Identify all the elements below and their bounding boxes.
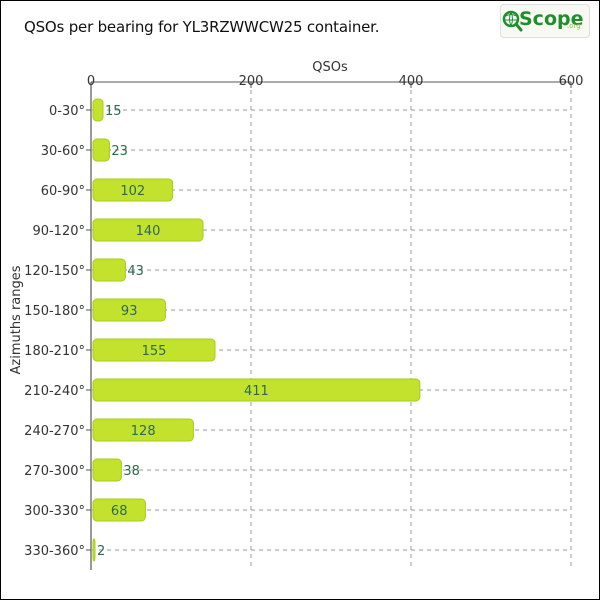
category-label: 90-120° bbox=[32, 224, 85, 239]
category-label: 270-300° bbox=[24, 464, 85, 479]
data-label: 93 bbox=[121, 304, 138, 319]
bar bbox=[92, 98, 104, 122]
category-label: 180-210° bbox=[24, 344, 85, 359]
data-label: 128 bbox=[131, 424, 156, 439]
data-label: 411 bbox=[244, 384, 269, 399]
y-axis-title: Azimuths ranges bbox=[9, 265, 24, 374]
qscope-logo: Scope .org bbox=[500, 4, 590, 38]
logo-text: Scope bbox=[519, 8, 584, 30]
bar bbox=[92, 298, 166, 322]
bar bbox=[92, 418, 194, 442]
bar bbox=[92, 178, 174, 202]
category-label: 120-150° bbox=[24, 264, 85, 279]
bar bbox=[92, 258, 126, 282]
data-label: 43 bbox=[127, 264, 144, 279]
data-label: 23 bbox=[111, 144, 128, 159]
data-label: 15 bbox=[105, 104, 122, 119]
magnifier-globe-icon bbox=[502, 10, 523, 32]
data-label: 155 bbox=[142, 344, 167, 359]
bar bbox=[92, 378, 421, 402]
category-label: 210-240° bbox=[24, 384, 85, 399]
bar bbox=[92, 458, 122, 482]
x-tick-label: 200 bbox=[239, 74, 264, 89]
chart-title: QSOs per bearing for YL3RZWWCW25 contain… bbox=[24, 18, 380, 36]
data-label: 38 bbox=[123, 464, 140, 479]
x-tick-label: 600 bbox=[559, 74, 584, 89]
bar bbox=[92, 218, 204, 242]
x-tick-label: 400 bbox=[399, 74, 424, 89]
label-layer: 0 200 400 600 0-30° 15 30-60° 23 60-90° 102 90-120… bbox=[24, 74, 583, 559]
bar bbox=[92, 538, 96, 562]
bar bbox=[92, 138, 110, 162]
x-tick-label: 0 bbox=[87, 74, 95, 89]
category-label: 0-30° bbox=[49, 104, 85, 119]
x-axis-title: QSOs bbox=[312, 60, 348, 75]
category-label: 240-270° bbox=[24, 424, 85, 439]
category-label: 60-90° bbox=[41, 184, 85, 199]
data-label: 102 bbox=[120, 184, 145, 199]
category-label: 300-330° bbox=[24, 504, 85, 519]
category-label: 30-60° bbox=[41, 144, 85, 159]
data-label: 68 bbox=[111, 504, 128, 519]
bar bbox=[92, 338, 216, 362]
data-label: 2 bbox=[97, 544, 105, 559]
grid-layer bbox=[86, 81, 572, 570]
category-label: 150-180° bbox=[24, 304, 85, 319]
category-label: 330-360° bbox=[24, 544, 85, 559]
data-label: 140 bbox=[136, 224, 161, 239]
bar bbox=[92, 498, 146, 522]
logo-suffix: .org bbox=[567, 22, 581, 30]
bar-layer bbox=[92, 98, 421, 562]
